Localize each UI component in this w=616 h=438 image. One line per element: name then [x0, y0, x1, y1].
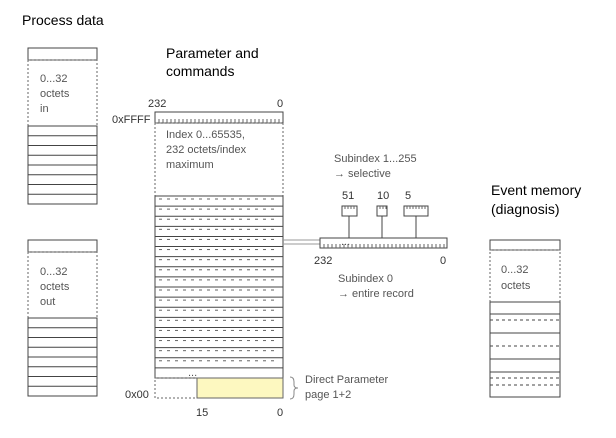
process-out-header: [27, 239, 98, 253]
subindex-number-10: 10: [377, 190, 389, 202]
params-bottom-right-number: 0: [277, 407, 283, 419]
direct-parameter-line2: page 1+2: [305, 389, 351, 401]
subindex-number-51: 51: [342, 190, 354, 202]
params-index-line2: 232 octets/index: [166, 144, 247, 156]
subindex-selective-line2: → selective: [334, 168, 391, 180]
record-left-number: 232: [314, 255, 332, 267]
process-out-label-line1: 0...32: [40, 266, 68, 278]
process-out-label-line3: out: [40, 296, 55, 308]
process-out-label-line2: octets: [40, 281, 70, 293]
process-data-title: Process data: [22, 12, 104, 28]
record-right-number: 0: [440, 255, 446, 267]
subindex-number-5: 5: [405, 190, 411, 202]
process-out-rows: [27, 317, 98, 397]
subindex-entire-line1: Subindex 0: [338, 273, 393, 285]
process-in-label-line1: 0...32: [40, 73, 68, 85]
params-index-line3: maximum: [166, 159, 214, 171]
event-memory-header: [489, 239, 561, 251]
process-in-rows: [27, 125, 98, 205]
event-memory-title-line1: Event memory: [491, 182, 581, 198]
params-bottom-left-number: 15: [196, 407, 208, 419]
process-in-label-line2: octets: [40, 88, 70, 100]
parameter-block: 232 0 0xFFFF Index 0...65535, 232 octets…: [112, 98, 388, 419]
event-memory-label-line1: 0...32: [501, 264, 529, 276]
params-address-high: 0xFFFF: [112, 114, 151, 126]
event-memory-title-line2: (diagnosis): [491, 201, 559, 217]
params-ellipsis: ...: [188, 367, 197, 379]
event-memory-block: 0...32 octets: [489, 239, 561, 398]
event-memory-label-line2: octets: [501, 280, 531, 292]
process-in-header: [27, 47, 98, 61]
subindex-entire-line2: → entire record: [338, 288, 414, 300]
event-memory-table: [489, 301, 561, 398]
direct-parameter-line1: Direct Parameter: [305, 374, 388, 386]
event-memory-rows: [490, 313, 560, 386]
params-title-line2: commands: [166, 63, 234, 79]
process-in-label-line3: in: [40, 103, 49, 115]
params-address-low: 0x00: [125, 389, 149, 401]
record-ellipsis: ...: [341, 236, 350, 248]
subindex-box-51: [341, 205, 358, 217]
params-title-line1: Parameter and: [166, 45, 259, 61]
params-top-right-number: 0: [277, 98, 283, 110]
params-top-left-number: 232: [148, 98, 166, 110]
direct-parameter-highlight: [196, 377, 284, 399]
subindex-block: Subindex 1...255 → selective 51 10 5 ...…: [283, 153, 448, 300]
subindex-box-ticks: [344, 206, 426, 209]
event-memory-space: [489, 249, 561, 303]
subindex-selective-line1: Subindex 1...255: [334, 153, 417, 165]
process-data-in-block: 0...32 octets in: [27, 47, 98, 205]
params-top-ruler-ticks: [158, 119, 280, 123]
direct-parameter-brace: [289, 376, 299, 400]
record-ruler-ticks: [323, 244, 445, 248]
params-index-line1: Index 0...65535,: [166, 129, 245, 141]
process-data-out-block: 0...32 octets out: [27, 239, 98, 397]
params-index-rows: [155, 198, 283, 369]
